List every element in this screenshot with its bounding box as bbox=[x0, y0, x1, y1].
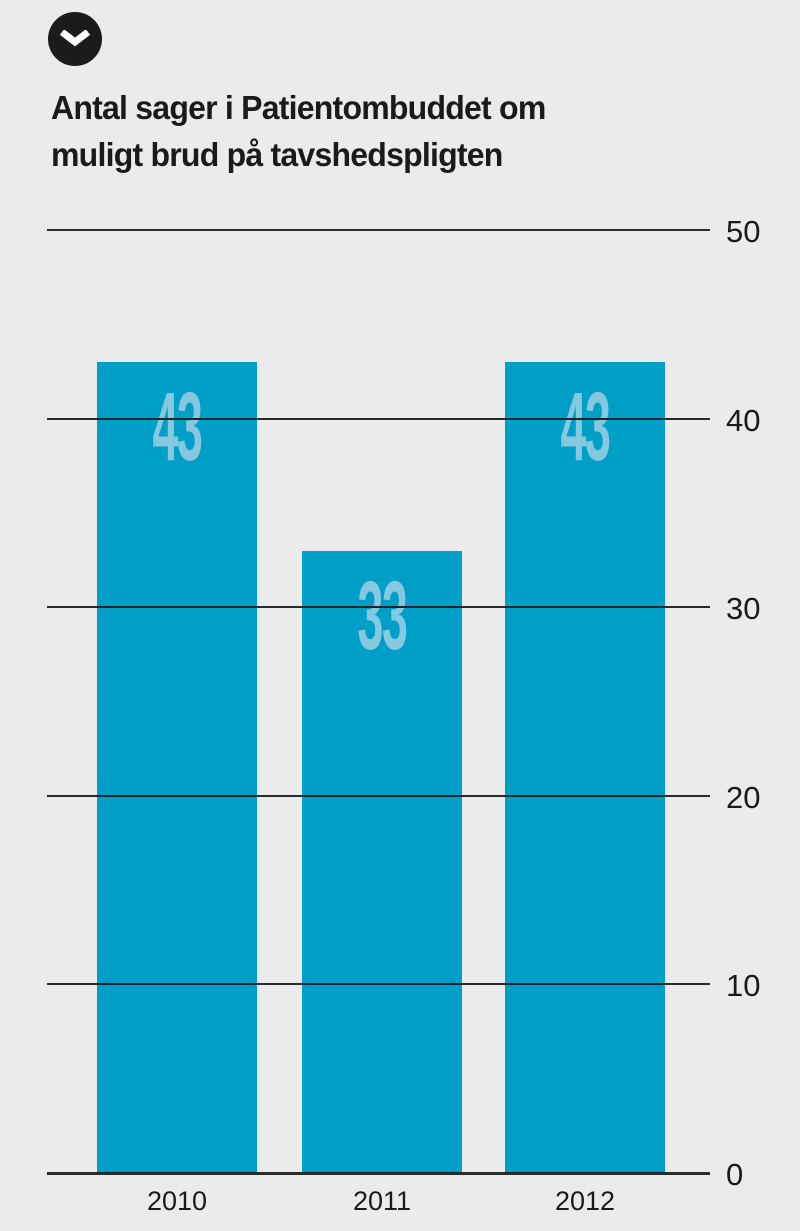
y-axis-label-0: 0 bbox=[726, 1157, 744, 1192]
bar-value-label: 33 bbox=[357, 560, 408, 670]
chevron-down-icon bbox=[60, 30, 90, 48]
gridline-30 bbox=[47, 606, 710, 608]
gridline-50 bbox=[47, 229, 710, 231]
gridline-0 bbox=[47, 1172, 710, 1175]
gridline-10 bbox=[47, 983, 710, 985]
y-axis-label-20: 20 bbox=[726, 780, 761, 815]
gridline-40 bbox=[47, 418, 710, 420]
bar-value-label: 43 bbox=[152, 371, 203, 481]
bar-2012 bbox=[505, 362, 665, 1173]
x-axis-label-2012: 2012 bbox=[554, 1186, 616, 1216]
chart-title: Antal sager i Patientombuddet om muligt … bbox=[51, 89, 546, 173]
x-axis-label-2010: 2010 bbox=[146, 1186, 208, 1216]
bar-2011 bbox=[302, 551, 462, 1173]
x-axis-label-2011: 2011 bbox=[352, 1186, 412, 1216]
y-axis-label-50: 50 bbox=[726, 214, 761, 249]
bar-value-label: 43 bbox=[560, 371, 611, 481]
y-axis-label-30: 30 bbox=[726, 591, 761, 626]
gridline-20 bbox=[47, 795, 710, 797]
bar-2010 bbox=[97, 362, 257, 1173]
y-axis-label-10: 10 bbox=[726, 968, 761, 1003]
chevron-down-button[interactable] bbox=[48, 12, 102, 66]
y-axis-label-40: 40 bbox=[726, 403, 761, 438]
